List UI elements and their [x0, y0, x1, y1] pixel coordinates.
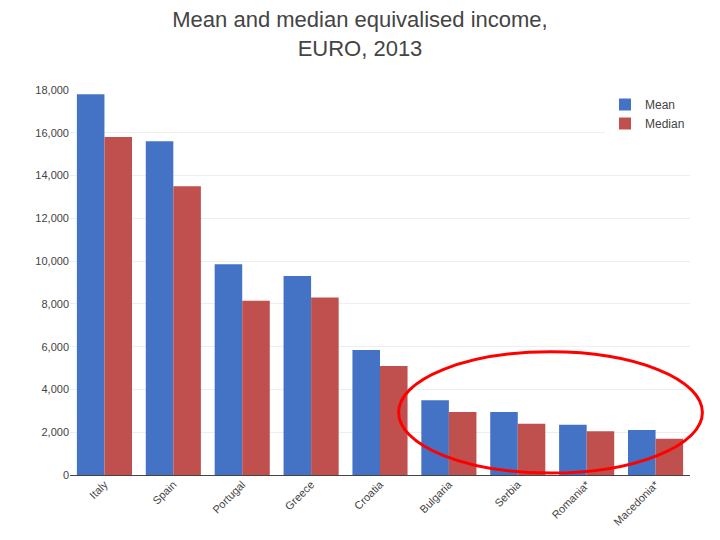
svg-text:16,000: 16,000	[35, 127, 69, 139]
svg-text:2,000: 2,000	[41, 426, 69, 438]
svg-text:Romania*: Romania*	[549, 478, 592, 521]
svg-text:Macedonia*: Macedonia*	[611, 478, 661, 528]
svg-text:4,000: 4,000	[41, 383, 69, 395]
svg-text:12,000: 12,000	[35, 212, 69, 224]
svg-text:Spain: Spain	[150, 478, 178, 506]
svg-text:Mean and median equivalised in: Mean and median equivalised income,EURO,…	[172, 7, 547, 61]
svg-text:18,000: 18,000	[35, 84, 69, 96]
svg-text:8,000: 8,000	[41, 298, 69, 310]
svg-text:Serbia: Serbia	[492, 478, 524, 510]
svg-text:Mean: Mean	[645, 98, 675, 112]
svg-text:Greece: Greece	[282, 478, 316, 512]
svg-text:Croatia: Croatia	[352, 478, 386, 512]
svg-text:Median: Median	[645, 117, 684, 131]
svg-text:10,000: 10,000	[35, 255, 69, 267]
svg-text:0: 0	[63, 469, 69, 481]
svg-text:14,000: 14,000	[35, 169, 69, 181]
svg-text:Bulgaria: Bulgaria	[417, 478, 455, 516]
svg-text:Italy: Italy	[87, 478, 110, 501]
svg-text:6,000: 6,000	[41, 341, 69, 353]
svg-text:Portugal: Portugal	[210, 478, 247, 515]
